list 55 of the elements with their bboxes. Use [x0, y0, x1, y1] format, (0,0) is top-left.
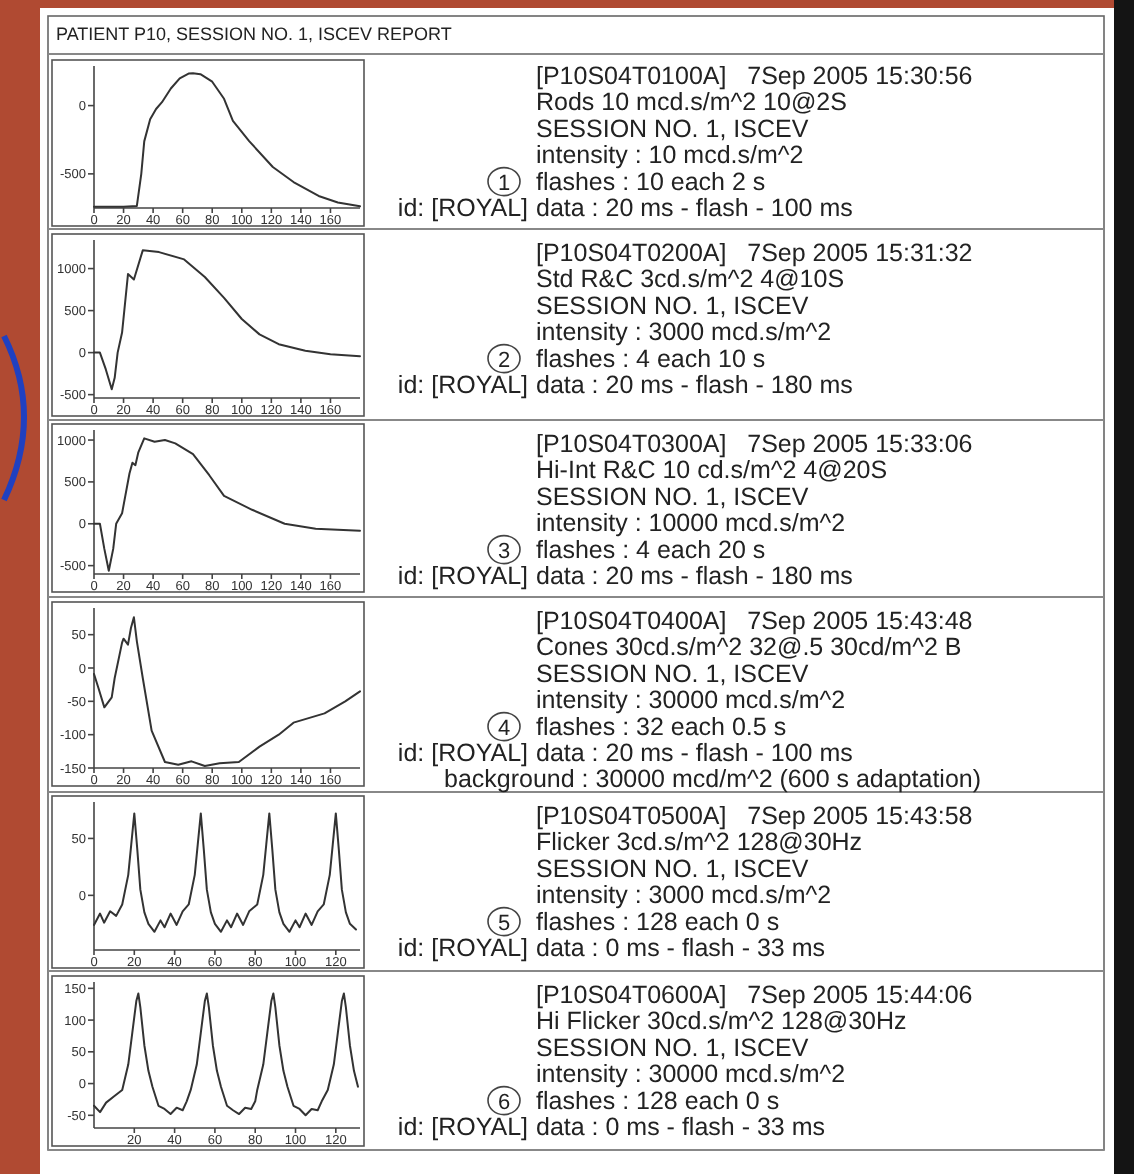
text: [P10S04T0400A] 7Sep 2005 15:43:48	[536, 607, 973, 635]
line-series	[93, 992, 359, 1117]
text: SESSION NO. 1, ISCEV	[536, 291, 810, 320]
text: data : 0 ms - flash - 33 ms	[536, 934, 825, 962]
text: [P10S04T0600A] 7Sep 2005 15:44:06	[536, 981, 973, 1009]
text: [P10S04T0300A] 7Sep 2005 15:33:06	[536, 430, 973, 458]
text: 6	[497, 1090, 511, 1115]
text: 4	[497, 716, 511, 741]
text: SESSION NO. 1, ISCEV	[536, 482, 810, 511]
text: [P10S04T0100A] 7Sep 2005 15:30:56	[536, 62, 973, 90]
text: SESSION NO. 1, ISCEV	[536, 1033, 810, 1062]
text: Flicker 3cd.s/m^2 128@30Hz	[536, 828, 863, 857]
text: flashes : 128 each 0 s	[536, 907, 780, 936]
text: id: [ROYAL]	[397, 739, 528, 767]
text: Hi-Int R&C 10 cd.s/m^2 4@20S	[536, 456, 888, 485]
text: Std R&C 3cd.s/m^2 4@10S	[536, 265, 845, 294]
text: data : 0 ms - flash - 33 ms	[536, 1113, 825, 1141]
text: intensity : 30000 mcd.s/m^2	[536, 1060, 846, 1089]
text: data : 20 ms - flash - 100 ms	[536, 194, 853, 222]
text: data : 20 ms - flash - 100 ms	[536, 739, 853, 767]
text: background : 30000 mcd/m^2 (600 s adaptation)	[444, 765, 982, 794]
text: 2	[497, 348, 511, 373]
text: id: [ROYAL]	[397, 1113, 528, 1141]
text: Cones 30cd.s/m^2 32@.5 30cd/m^2 B	[536, 633, 962, 662]
text: [P10S04T0500A] 7Sep 2005 15:43:58	[536, 802, 973, 830]
text: 3	[497, 539, 511, 564]
text: SESSION NO. 1, ISCEV	[536, 659, 810, 688]
text: Hi Flicker 30cd.s/m^2 128@30Hz	[536, 1007, 907, 1036]
text: id: [ROYAL]	[397, 194, 528, 222]
text: flashes : 4 each 10 s	[536, 344, 766, 373]
text: id: [ROYAL]	[397, 371, 528, 399]
line-series	[93, 249, 361, 391]
text: intensity : 10 mcd.s/m^2	[536, 141, 804, 170]
text: SESSION NO. 1, ISCEV	[536, 854, 810, 883]
text: id: [ROYAL]	[397, 934, 528, 962]
text: SESSION NO. 1, ISCEV	[536, 114, 810, 143]
text: data : 20 ms - flash - 180 ms	[536, 371, 853, 399]
text: 5	[497, 911, 511, 936]
line-series	[93, 72, 361, 208]
line-series	[93, 812, 357, 933]
text: PATIENT P10, SESSION NO. 1, ISCEV REPORT	[56, 24, 453, 44]
text: id: [ROYAL]	[397, 562, 528, 590]
text: data : 20 ms - flash - 180 ms	[536, 562, 853, 590]
text: [P10S04T0200A] 7Sep 2005 15:31:32	[536, 239, 973, 267]
text: intensity : 3000 mcd.s/m^2	[536, 881, 832, 910]
text: flashes : 32 each 0.5 s	[536, 712, 787, 741]
text: flashes : 4 each 20 s	[536, 535, 766, 564]
text: intensity : 30000 mcd.s/m^2	[536, 686, 846, 715]
text: flashes : 10 each 2 s	[536, 167, 766, 196]
text: flashes : 128 each 0 s	[536, 1086, 780, 1115]
text: intensity : 10000 mcd.s/m^2	[536, 509, 846, 538]
text: Rods 10 mcd.s/m^2 10@2S	[536, 88, 847, 117]
line-series	[93, 437, 361, 572]
text: intensity : 3000 mcd.s/m^2	[536, 318, 832, 347]
text: 1	[497, 171, 511, 196]
